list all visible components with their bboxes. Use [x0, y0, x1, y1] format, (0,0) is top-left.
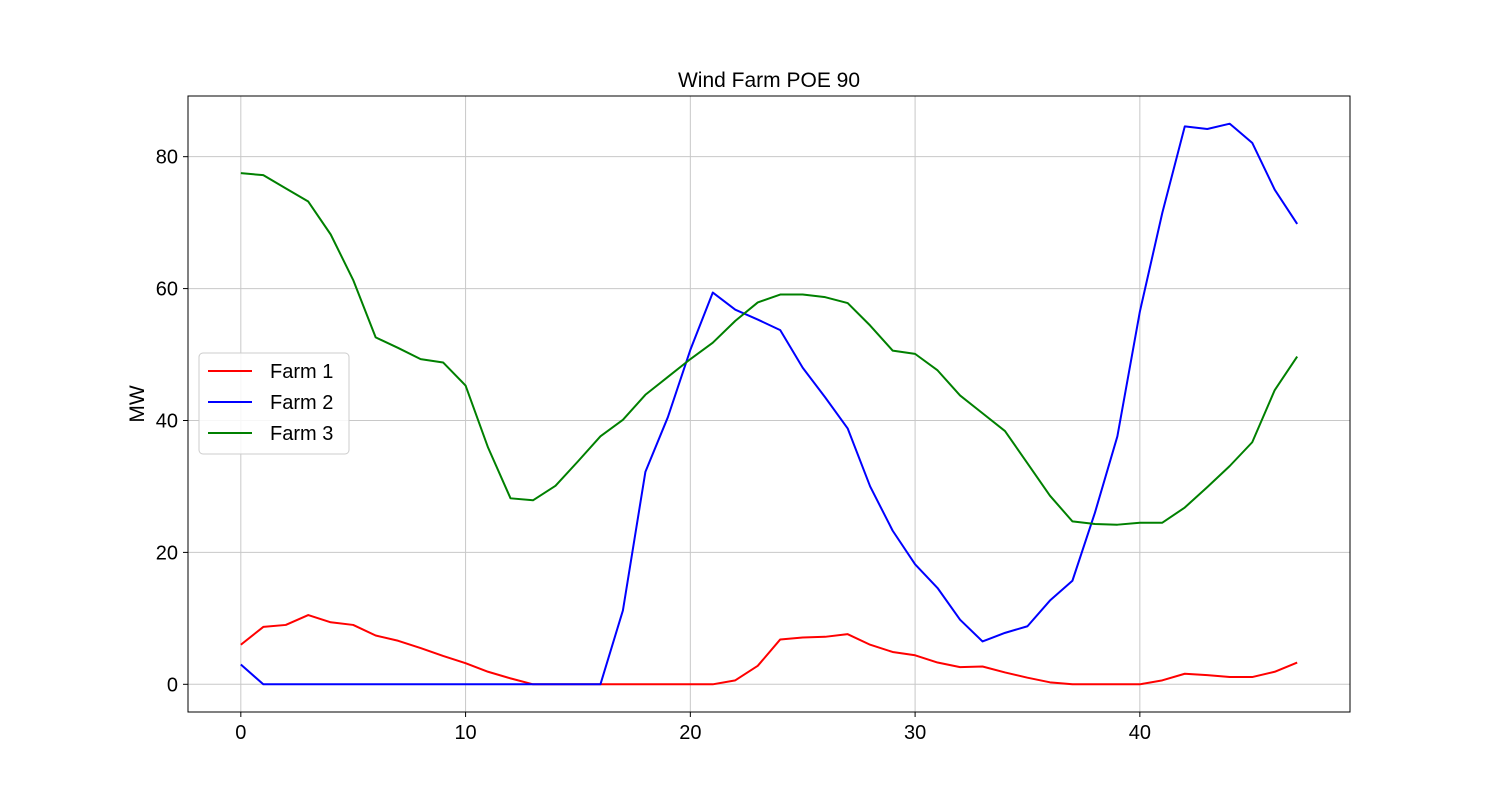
x-tick-label: 30: [904, 722, 926, 744]
y-tick-label: 60: [156, 279, 178, 301]
y-tick-label: 0: [167, 674, 178, 696]
y-tick-label: 20: [156, 542, 178, 564]
grid: [188, 96, 1350, 712]
x-tick-label: 20: [679, 722, 701, 744]
series-line-farm-1: [240, 614, 1298, 686]
series-lines: [240, 122, 1299, 686]
y-tick-label: 80: [156, 147, 178, 169]
axis-ticks: 0 10 20 30 40 0 20 40 60 80: [156, 147, 1151, 744]
legend-label: Farm 1: [270, 361, 333, 383]
plot-frame: [187, 95, 1351, 713]
x-tick-label: 10: [454, 722, 476, 744]
legend: Farm 1 Farm 2 Farm 3: [198, 352, 350, 455]
series-line-farm-3: [240, 172, 1299, 526]
legend-label: Farm 3: [270, 423, 333, 445]
chart-title: Wind Farm POE 90: [678, 69, 860, 92]
x-tick-label: 0: [235, 722, 246, 744]
y-axis-label: MW: [126, 385, 149, 422]
legend-frame: [198, 352, 350, 455]
legend-label: Farm 2: [270, 392, 333, 414]
y-tick-label: 40: [156, 410, 178, 432]
x-tick-label: 40: [1129, 722, 1151, 744]
series-line-farm-2: [240, 122, 1299, 686]
